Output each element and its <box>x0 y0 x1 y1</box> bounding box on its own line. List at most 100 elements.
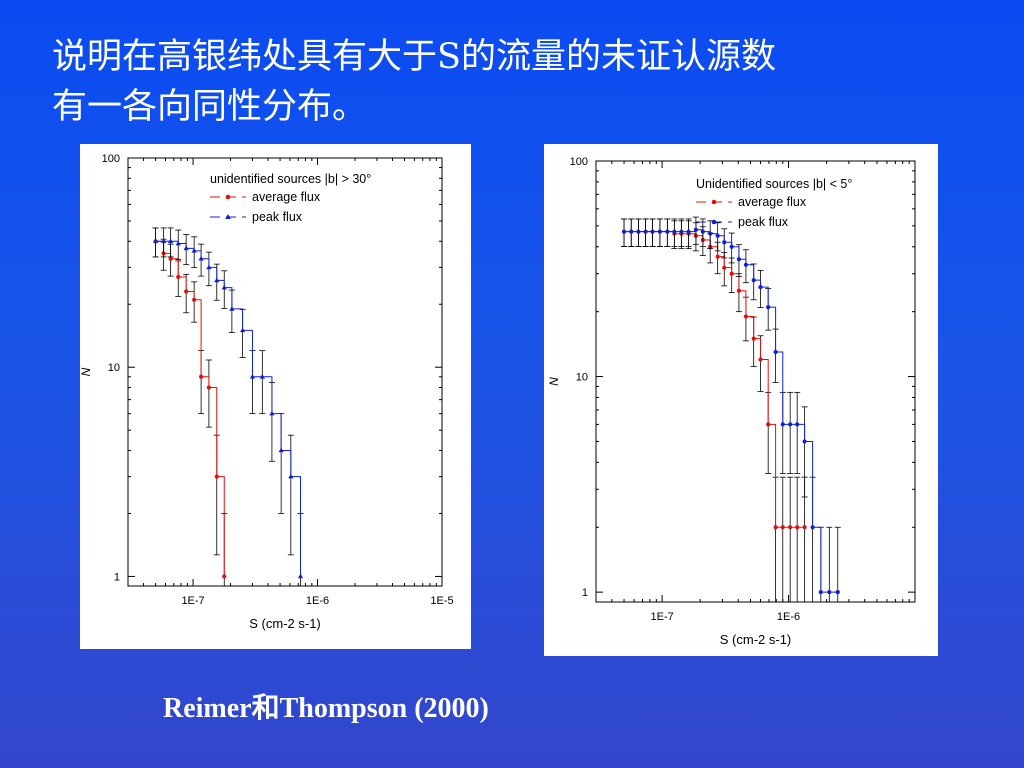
x-axis-label: S (cm-2 s-1) <box>720 632 792 647</box>
legend-label: average flux <box>738 195 807 209</box>
data-point <box>176 274 181 280</box>
y-tick-label: 100 <box>102 153 120 165</box>
data-point <box>795 422 800 427</box>
y-tick-label: 10 <box>576 372 588 384</box>
data-point <box>686 229 691 234</box>
series-line <box>624 229 838 593</box>
data-point <box>199 374 204 379</box>
data-point <box>743 262 749 267</box>
x-tick-label: 1E-6 <box>306 595 329 607</box>
data-point <box>751 278 756 283</box>
data-point <box>168 256 173 261</box>
legend-label: peak flux <box>738 215 789 229</box>
x-tick-label: 1E-7 <box>181 595 204 607</box>
legend-title: unidentified sources |b| > 30° <box>210 172 371 186</box>
data-point <box>780 525 785 530</box>
data-point <box>810 525 815 530</box>
legend-marker <box>225 194 231 200</box>
slide-title-line1: 说明在高银纬处具有大于S的流量的未证认源数 <box>52 37 776 77</box>
data-point <box>222 574 227 579</box>
data-point <box>175 240 181 246</box>
data-point <box>206 385 211 390</box>
data-point <box>729 244 734 249</box>
data-point <box>715 233 720 238</box>
citation-caption: Reimer和Thompson (2000) <box>163 693 489 724</box>
data-point <box>183 245 189 251</box>
data-point <box>221 284 227 290</box>
data-point <box>153 238 159 244</box>
x-tick-label: 1E-6 <box>777 611 800 623</box>
data-point <box>743 314 749 319</box>
data-point <box>672 229 677 234</box>
y-axis-label: N <box>547 377 561 386</box>
data-point <box>629 229 634 234</box>
plot-frame <box>595 160 916 603</box>
data-point <box>288 473 294 479</box>
data-point <box>758 285 763 290</box>
series-line <box>155 240 225 577</box>
slide-title: 说明在高银纬处具有大于S的流量的未证认源数 有一各向同性分布。 <box>52 32 952 132</box>
data-point <box>818 590 823 595</box>
data-point <box>766 305 771 310</box>
data-point <box>788 422 793 427</box>
slide-title-line2: 有一各向同性分布。 <box>52 87 368 127</box>
legend-entry: average flux <box>210 190 321 204</box>
data-point <box>621 229 627 234</box>
data-point <box>214 474 219 479</box>
legend-entry: peak flux <box>210 210 303 224</box>
data-point <box>780 422 785 427</box>
legend-title: Unidentified sources |b| < 5° <box>696 177 852 191</box>
y-tick-label: 1 <box>582 587 588 599</box>
y-tick-label: 10 <box>108 362 120 374</box>
series-line <box>624 231 805 528</box>
data-point <box>240 327 246 333</box>
data-point <box>773 349 778 355</box>
x-tick-label: 1E-7 <box>650 611 673 623</box>
legend-entry: peak flux <box>696 215 789 229</box>
data-point <box>192 297 197 302</box>
chart-panel-high-latitude: 1 10 100 1E-7 1E-6 1E-5 N S (cm-2 s-1) unidentif… <box>80 144 471 649</box>
data-point <box>758 357 763 362</box>
data-point <box>736 288 742 293</box>
legend-label: average flux <box>252 190 321 204</box>
data-point <box>722 265 727 270</box>
y-tick-label: 100 <box>570 156 588 168</box>
data-point <box>773 525 778 530</box>
data-point <box>657 229 662 234</box>
legend-entry: average flux <box>696 195 807 209</box>
series-line <box>155 240 302 577</box>
data-point <box>249 373 256 379</box>
data-point <box>802 439 807 444</box>
data-point <box>650 229 655 234</box>
data-point <box>206 264 212 270</box>
data-point <box>827 590 832 595</box>
data-point <box>802 525 807 530</box>
data-point <box>835 590 840 595</box>
x-axis-label: S (cm-2 s-1) <box>249 616 321 631</box>
data-point <box>722 240 727 245</box>
data-point <box>214 277 220 283</box>
y-tick-label: 1 <box>114 571 120 583</box>
data-point <box>693 227 698 232</box>
data-point <box>161 238 167 244</box>
legend-marker <box>225 214 231 219</box>
y-axis-label: N <box>80 367 93 376</box>
data-point <box>269 410 275 416</box>
data-point <box>679 229 684 234</box>
series-peak-flux <box>152 227 304 586</box>
data-point <box>229 306 235 311</box>
chart-panel-low-latitude: 1 10 100 1E-7 1E-6 N S (cm-2 s-1) Unidentified … <box>544 144 938 656</box>
data-point <box>700 229 705 234</box>
data-point <box>636 229 641 234</box>
legend-marker <box>711 199 717 205</box>
data-point <box>766 422 771 427</box>
series-average-flux <box>621 218 808 602</box>
data-point <box>751 336 756 341</box>
data-point <box>191 248 197 253</box>
data-point <box>665 229 670 234</box>
chart-low-latitude: 1 10 100 1E-7 1E-6 N S (cm-2 s-1) Unidentified … <box>547 156 916 647</box>
data-point <box>278 447 284 453</box>
data-point <box>715 254 720 259</box>
data-point <box>643 229 648 234</box>
data-point <box>736 257 742 262</box>
